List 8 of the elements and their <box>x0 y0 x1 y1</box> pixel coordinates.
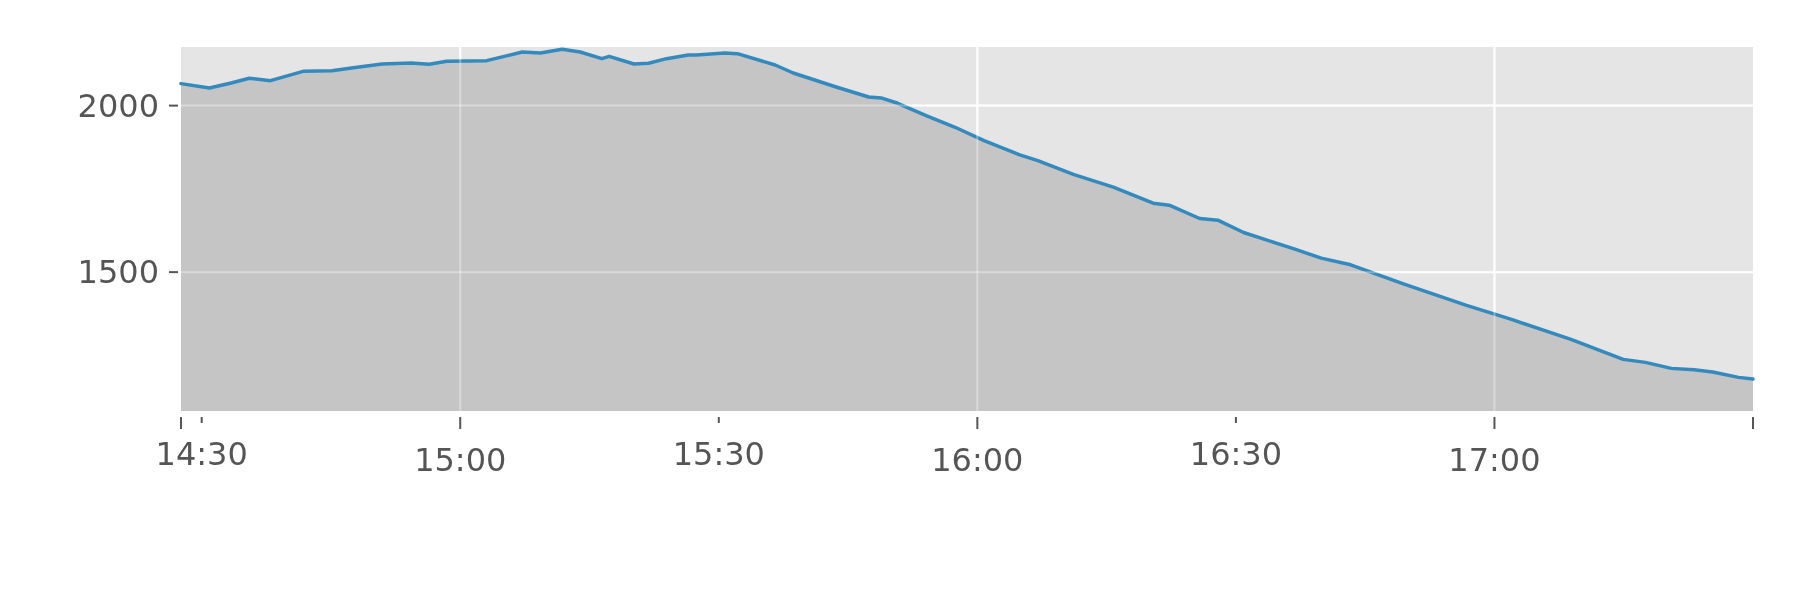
x-tick-label: 15:00 <box>414 441 507 479</box>
x-tick-label: 14:30 <box>155 435 248 473</box>
x-tick-label: 16:30 <box>1189 435 1282 473</box>
x-tick-label: 16:00 <box>931 441 1024 479</box>
y-tick-label: 2000 <box>77 86 159 125</box>
y-tick-label: 1500 <box>77 253 159 292</box>
x-tick-label: 15:30 <box>672 435 765 473</box>
x-tick-label: 17:00 <box>1448 441 1541 479</box>
